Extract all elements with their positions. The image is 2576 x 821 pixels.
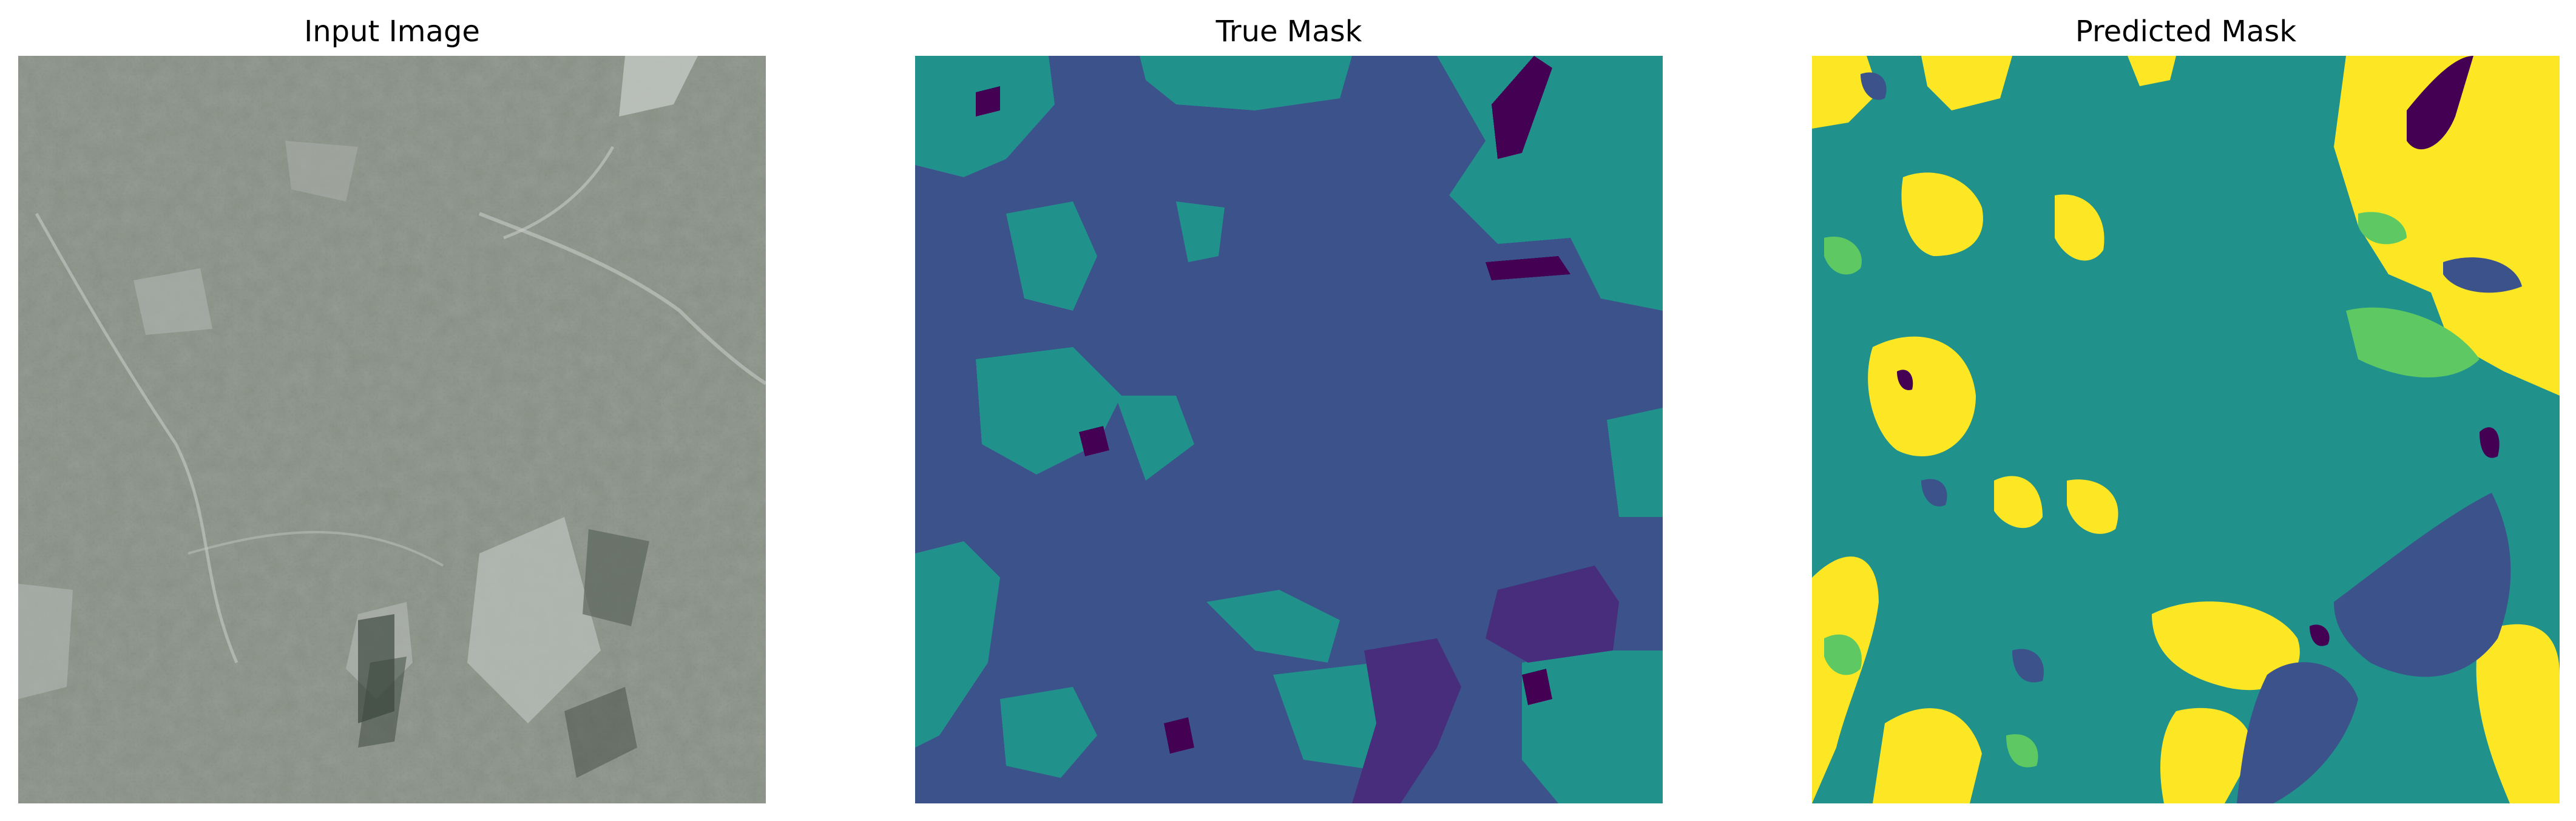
predicted-mask <box>1812 56 2560 803</box>
panel-predicted-mask: Predicted Mask <box>1812 0 2560 821</box>
panel-true-mask: True Mask <box>915 0 1663 821</box>
satellite-image <box>18 56 766 803</box>
true-mask <box>915 56 1663 803</box>
panel-title-true-mask: True Mask <box>1215 15 1362 49</box>
panel-title-predicted-mask: Predicted Mask <box>2075 15 2297 49</box>
panel-input-image: Input Image <box>18 0 766 821</box>
true-mask-image <box>915 56 1663 803</box>
predicted-mask-image <box>1812 56 2560 803</box>
input-image <box>18 56 766 803</box>
panel-title-input-image: Input Image <box>304 15 480 49</box>
